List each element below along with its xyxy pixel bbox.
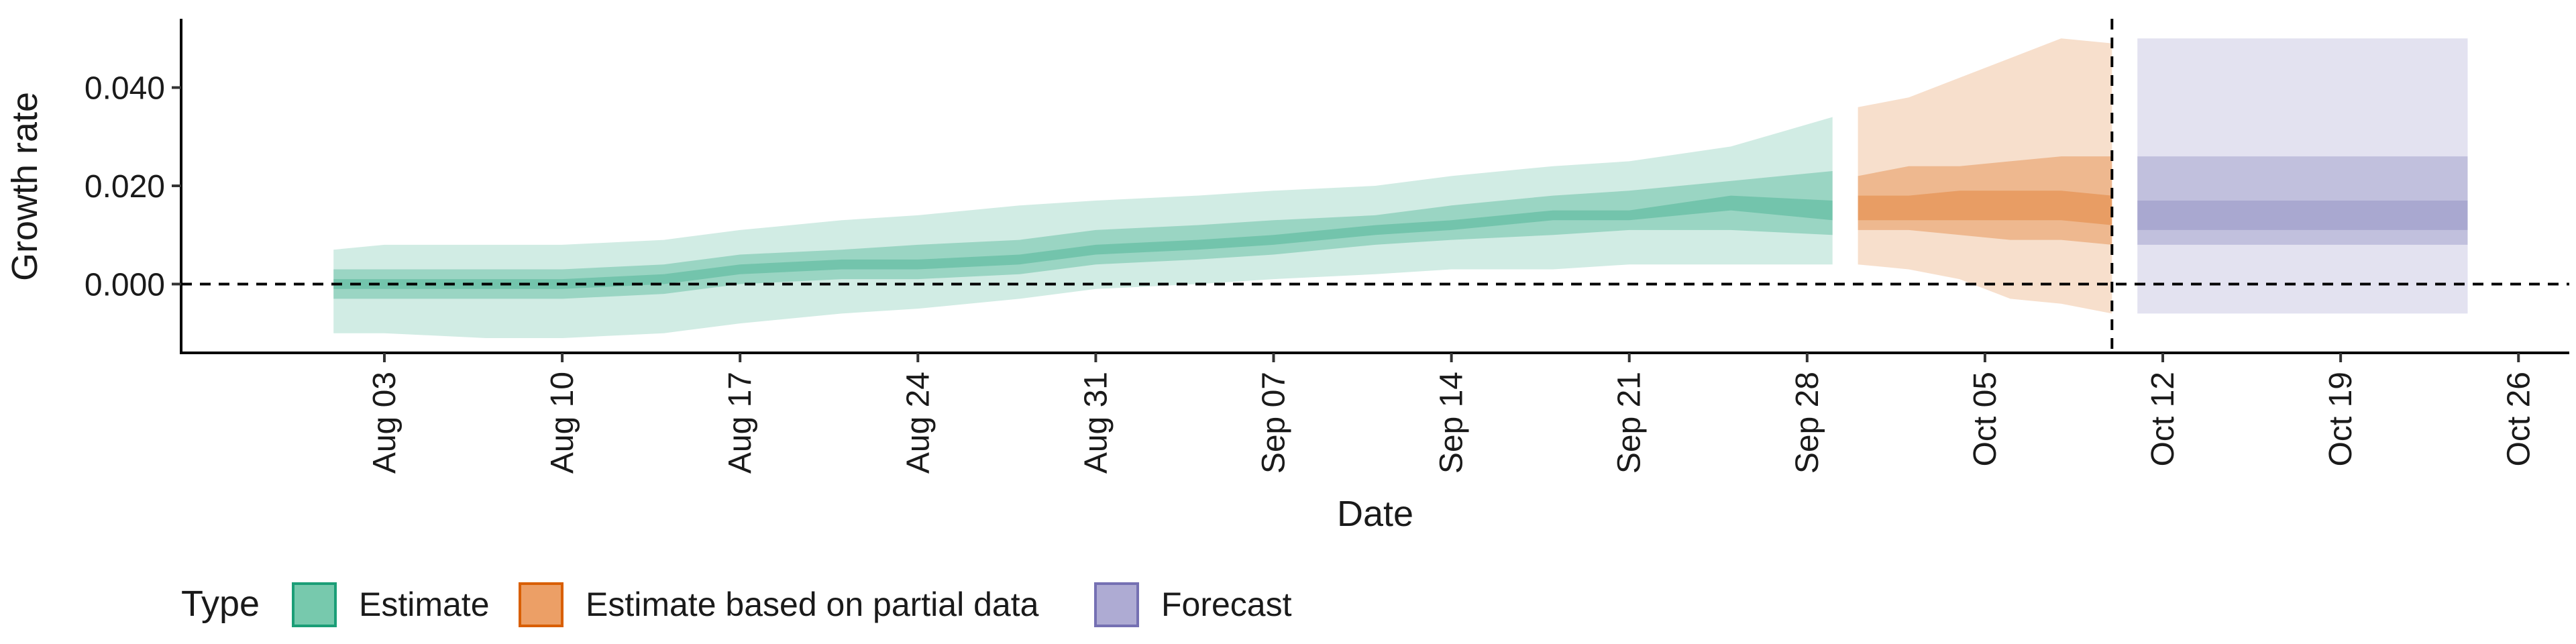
x-tick-label: Sep 07: [1256, 372, 1292, 474]
legend-label-forecast: Forecast: [1161, 586, 1292, 623]
band-estimate-50: [333, 171, 1833, 299]
x-tick-label: Aug 24: [900, 372, 936, 474]
legend-title: Type: [181, 584, 260, 624]
x-tick-label: Sep 28: [1790, 372, 1825, 474]
x-tick-label: Aug 10: [545, 372, 580, 474]
band-partial-50: [1858, 156, 2112, 245]
ribbon-layer: [333, 38, 2468, 338]
x-tick-label: Sep 14: [1434, 372, 1470, 474]
x-tick-label: Oct 19: [2323, 372, 2359, 466]
x-tick-label: Oct 26: [2501, 372, 2536, 466]
legend-item-partial: Estimate based on partial data: [519, 582, 1039, 627]
band-partial-90: [1858, 38, 2112, 314]
y-axis-title: Growth rate: [5, 92, 45, 281]
legend-swatch-partial: [519, 582, 564, 627]
x-axis-ticks: Aug 03 Aug 10 Aug 17 Aug 24 Aug 31 Sep 07 Sep …: [367, 353, 2536, 474]
legend-label-partial: Estimate based on partial data: [586, 586, 1039, 623]
x-tick-label: Sep 21: [1612, 372, 1648, 474]
legend-swatch-forecast: [1094, 582, 1139, 627]
x-tick-label: Aug 03: [367, 372, 402, 474]
band-partial-20: [1858, 191, 2112, 225]
x-tick-label: Aug 31: [1078, 372, 1114, 474]
y-tick-label: 0.040: [85, 71, 165, 107]
band-forecast-50: [2137, 156, 2468, 245]
legend-item-forecast: Forecast: [1094, 582, 1292, 627]
band-forecast-90: [2137, 38, 2468, 314]
x-tick-label: Aug 17: [722, 372, 758, 474]
x-tick-label: Oct 12: [2145, 372, 2181, 466]
legend-label-estimate: Estimate: [359, 586, 490, 623]
legend-item-estimate: Estimate: [292, 582, 490, 627]
x-tick-label: Oct 05: [1968, 372, 2003, 466]
y-tick-label: 0.000: [85, 267, 165, 303]
band-estimate-20: [333, 195, 1833, 289]
y-tick-label: 0.020: [85, 169, 165, 205]
y-axis-ticks: 0.000 0.020 0.040: [85, 71, 181, 303]
band-forecast-20: [2137, 201, 2468, 230]
x-axis-title: Date: [1337, 494, 1413, 534]
legend: Type Estimate Estimate based on partial …: [181, 582, 1292, 627]
legend-swatch-estimate: [292, 582, 337, 627]
